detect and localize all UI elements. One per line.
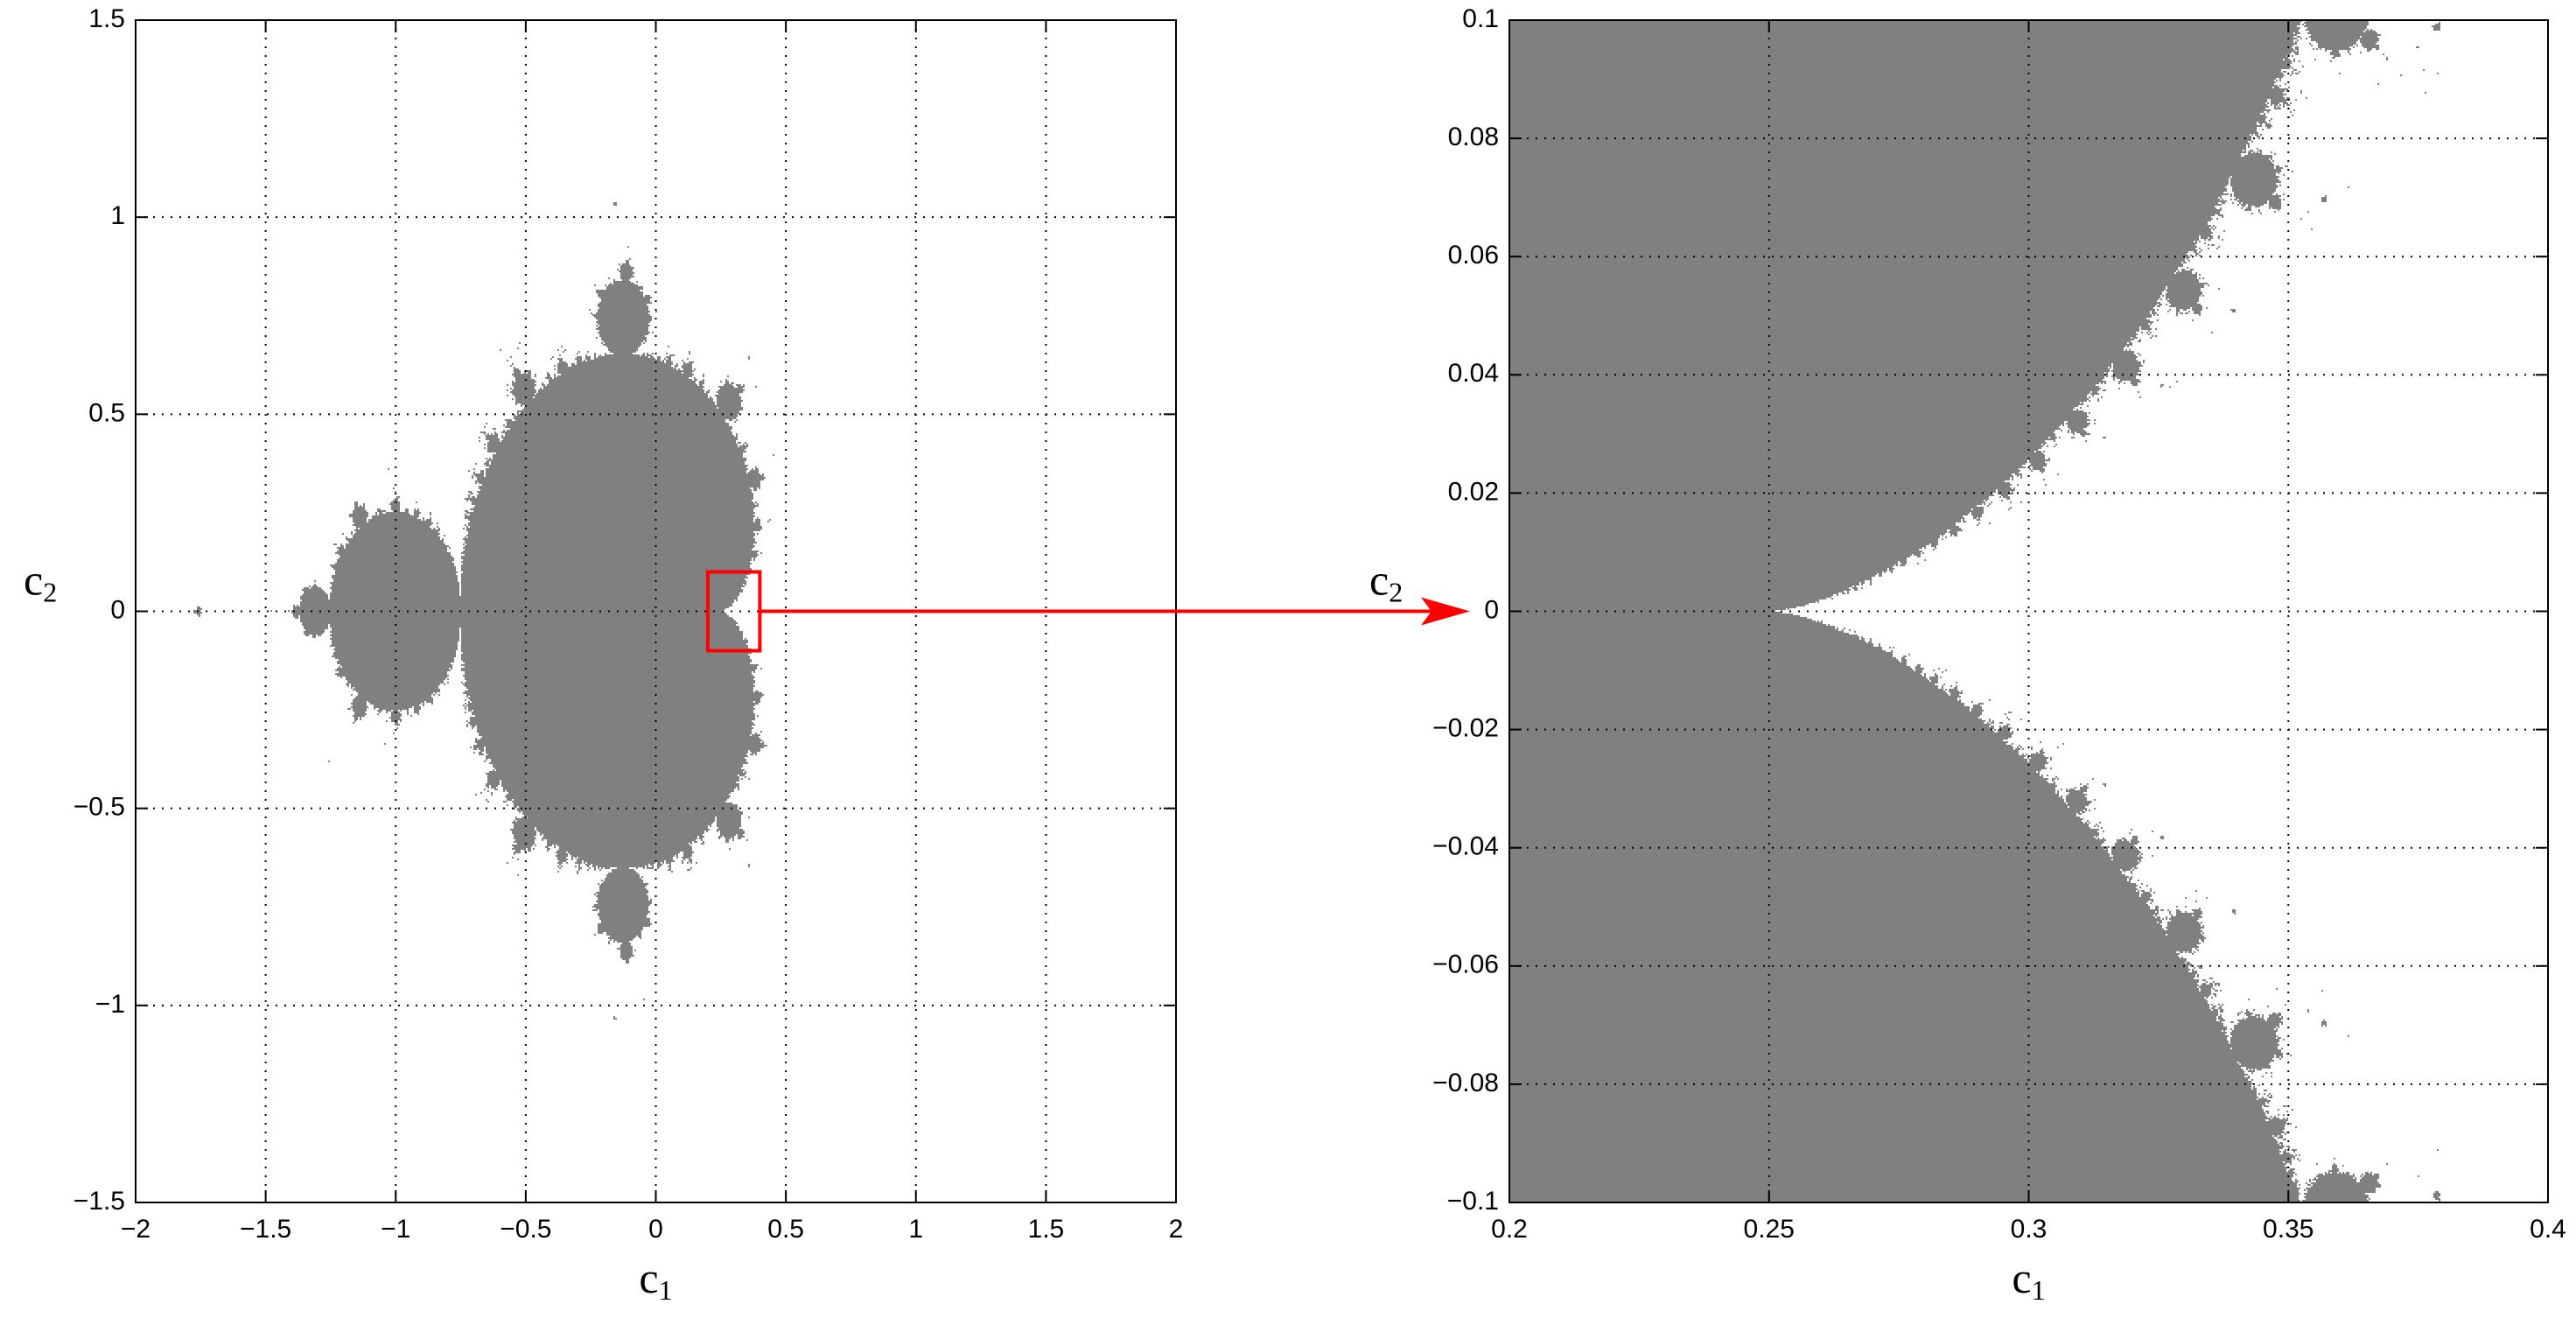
x-tick-label: 0.35 bbox=[2263, 1215, 2314, 1244]
axis-label-base: c bbox=[2012, 1253, 2031, 1302]
y-tick-label: 0 bbox=[110, 595, 125, 624]
axis-label: c1 bbox=[639, 1253, 672, 1306]
axis-label-subscript: 2 bbox=[43, 577, 57, 608]
axis-label-subscript: 1 bbox=[659, 1274, 673, 1306]
mandelbrot-region bbox=[1509, 20, 2440, 1203]
mandelbrot-region bbox=[193, 202, 774, 1020]
axis-label-base: c bbox=[639, 1253, 658, 1302]
y-tick-label: −1 bbox=[95, 990, 125, 1019]
x-tick-label: −0.5 bbox=[500, 1215, 551, 1244]
axis-label-subscript: 1 bbox=[2032, 1274, 2046, 1306]
y-tick-label: 0.02 bbox=[1448, 477, 1499, 506]
axis-label: c1 bbox=[2012, 1253, 2045, 1306]
x-tick-label: 0.4 bbox=[2530, 1215, 2566, 1244]
x-tick-label: 0.5 bbox=[767, 1215, 804, 1244]
x-tick-label: 1.5 bbox=[1028, 1215, 1065, 1244]
y-tick-label: 0.08 bbox=[1448, 123, 1499, 151]
y-tick-label: 0.5 bbox=[88, 398, 125, 427]
x-tick-label: 1 bbox=[908, 1215, 923, 1244]
axis-label-base: c bbox=[1369, 556, 1389, 605]
y-tick-label: −0.1 bbox=[1447, 1187, 1499, 1216]
y-tick-label: 1.5 bbox=[88, 4, 125, 33]
y-tick-label: −0.02 bbox=[1432, 714, 1499, 743]
y-tick-label: −0.08 bbox=[1432, 1069, 1499, 1097]
y-tick-label: −1.5 bbox=[74, 1187, 125, 1216]
zoom-arrow-head bbox=[1421, 597, 1470, 626]
y-tick-label: 0.06 bbox=[1448, 241, 1499, 270]
x-tick-label: 2 bbox=[1169, 1215, 1184, 1244]
x-tick-label: −2 bbox=[121, 1215, 150, 1244]
y-tick-label: 0.1 bbox=[1462, 4, 1499, 33]
axis-label-subscript: 2 bbox=[1389, 577, 1403, 608]
axis-label: c2 bbox=[24, 556, 57, 608]
axes-frame bbox=[1508, 19, 2549, 1203]
y-tick-label: −0.5 bbox=[74, 793, 125, 822]
x-tick-label: 0 bbox=[648, 1215, 663, 1244]
axis-label-base: c bbox=[24, 556, 43, 605]
x-tick-label: 0.3 bbox=[2011, 1215, 2048, 1244]
x-tick-label: −1.5 bbox=[240, 1215, 291, 1244]
y-tick-label: 1 bbox=[110, 201, 125, 230]
y-tick-label: −0.06 bbox=[1432, 950, 1499, 979]
y-tick-label: 0.04 bbox=[1448, 359, 1499, 388]
x-tick-label: −1 bbox=[381, 1215, 410, 1244]
x-tick-label: 0.2 bbox=[1491, 1215, 1528, 1244]
x-tick-label: 0.25 bbox=[1744, 1215, 1795, 1244]
y-tick-label: 0 bbox=[1484, 595, 1499, 624]
axis-label: c2 bbox=[1369, 556, 1403, 608]
y-tick-label: −0.04 bbox=[1432, 832, 1499, 861]
